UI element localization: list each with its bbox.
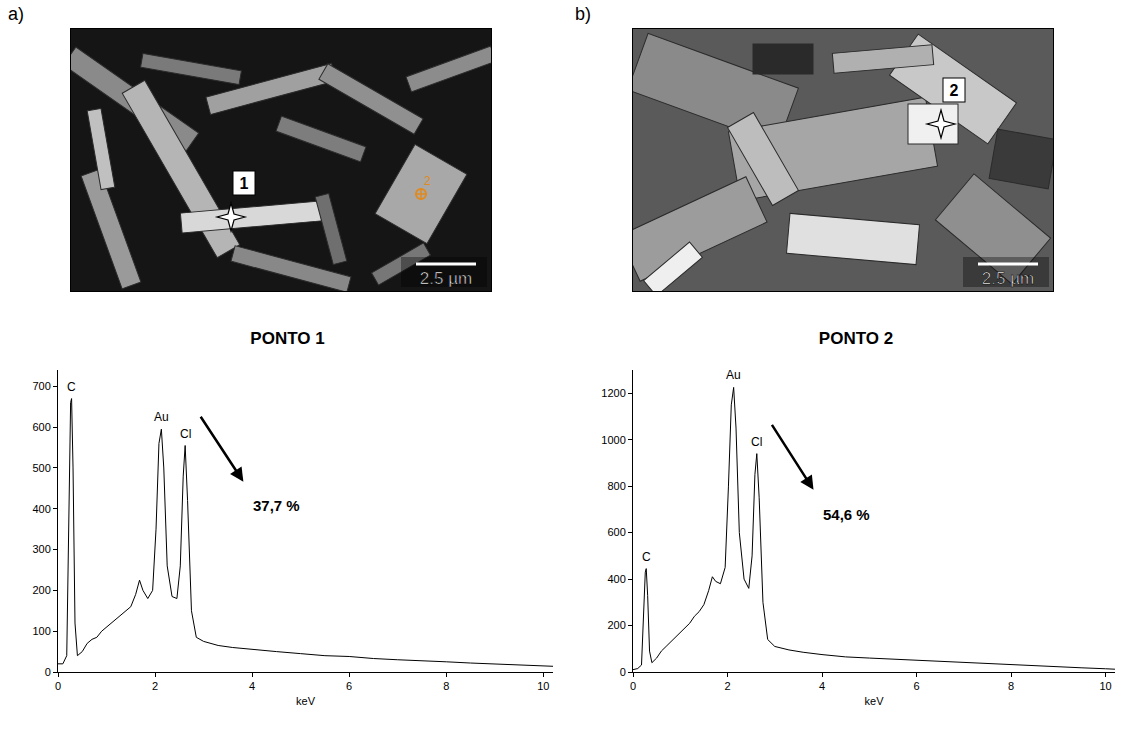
svg-text:6: 6: [346, 680, 352, 692]
svg-text:C: C: [642, 550, 651, 564]
svg-text:400: 400: [607, 573, 625, 585]
svg-text:Cl: Cl: [180, 427, 191, 441]
html-text:a): a): [8, 4, 24, 24]
svg-text:400: 400: [32, 503, 50, 515]
svg-text:300: 300: [32, 543, 50, 555]
svg-text:2: 2: [424, 174, 431, 188]
svg-text:8: 8: [443, 680, 449, 692]
svg-text:Au: Au: [726, 368, 741, 382]
svg-text:2: 2: [724, 680, 730, 692]
svg-text:800: 800: [607, 480, 625, 492]
svg-text:0: 0: [45, 666, 51, 678]
svg-text:2.5 µm: 2.5 µm: [982, 269, 1034, 288]
svg-text:4: 4: [819, 680, 825, 692]
svg-text:Cl: Cl: [751, 435, 762, 449]
svg-text:10: 10: [1099, 680, 1111, 692]
svg-text:1200: 1200: [601, 387, 625, 399]
svg-text:1000: 1000: [601, 434, 625, 446]
svg-text:1: 1: [240, 175, 249, 192]
svg-text:0: 0: [55, 680, 61, 692]
svg-text:4: 4: [249, 680, 255, 692]
svg-text:500: 500: [32, 462, 50, 474]
svg-text:2: 2: [152, 680, 158, 692]
svg-text:PONTO 2: PONTO 2: [819, 329, 893, 348]
svg-text:8: 8: [1008, 680, 1014, 692]
svg-text:200: 200: [607, 619, 625, 631]
svg-text:10: 10: [537, 680, 549, 692]
svg-text:Au: Au: [154, 410, 169, 424]
svg-text:700: 700: [32, 380, 50, 392]
svg-text:keV: keV: [296, 695, 316, 707]
svg-text:PONTO 1: PONTO 1: [250, 329, 324, 348]
svg-text:37,7 %: 37,7 %: [253, 497, 300, 514]
svg-text:6: 6: [913, 680, 919, 692]
svg-text:54,6 %: 54,6 %: [823, 506, 870, 523]
html-text:b): b): [575, 4, 591, 24]
svg-text:100: 100: [32, 625, 50, 637]
svg-text:0: 0: [630, 680, 636, 692]
svg-text:C: C: [67, 380, 76, 394]
svg-text:0: 0: [620, 666, 626, 678]
svg-text:2: 2: [950, 82, 959, 99]
svg-text:2.5 µm: 2.5 µm: [420, 269, 472, 288]
svg-text:keV: keV: [865, 695, 885, 707]
svg-text:600: 600: [32, 421, 50, 433]
svg-text:600: 600: [607, 526, 625, 538]
svg-text:200: 200: [32, 584, 50, 596]
